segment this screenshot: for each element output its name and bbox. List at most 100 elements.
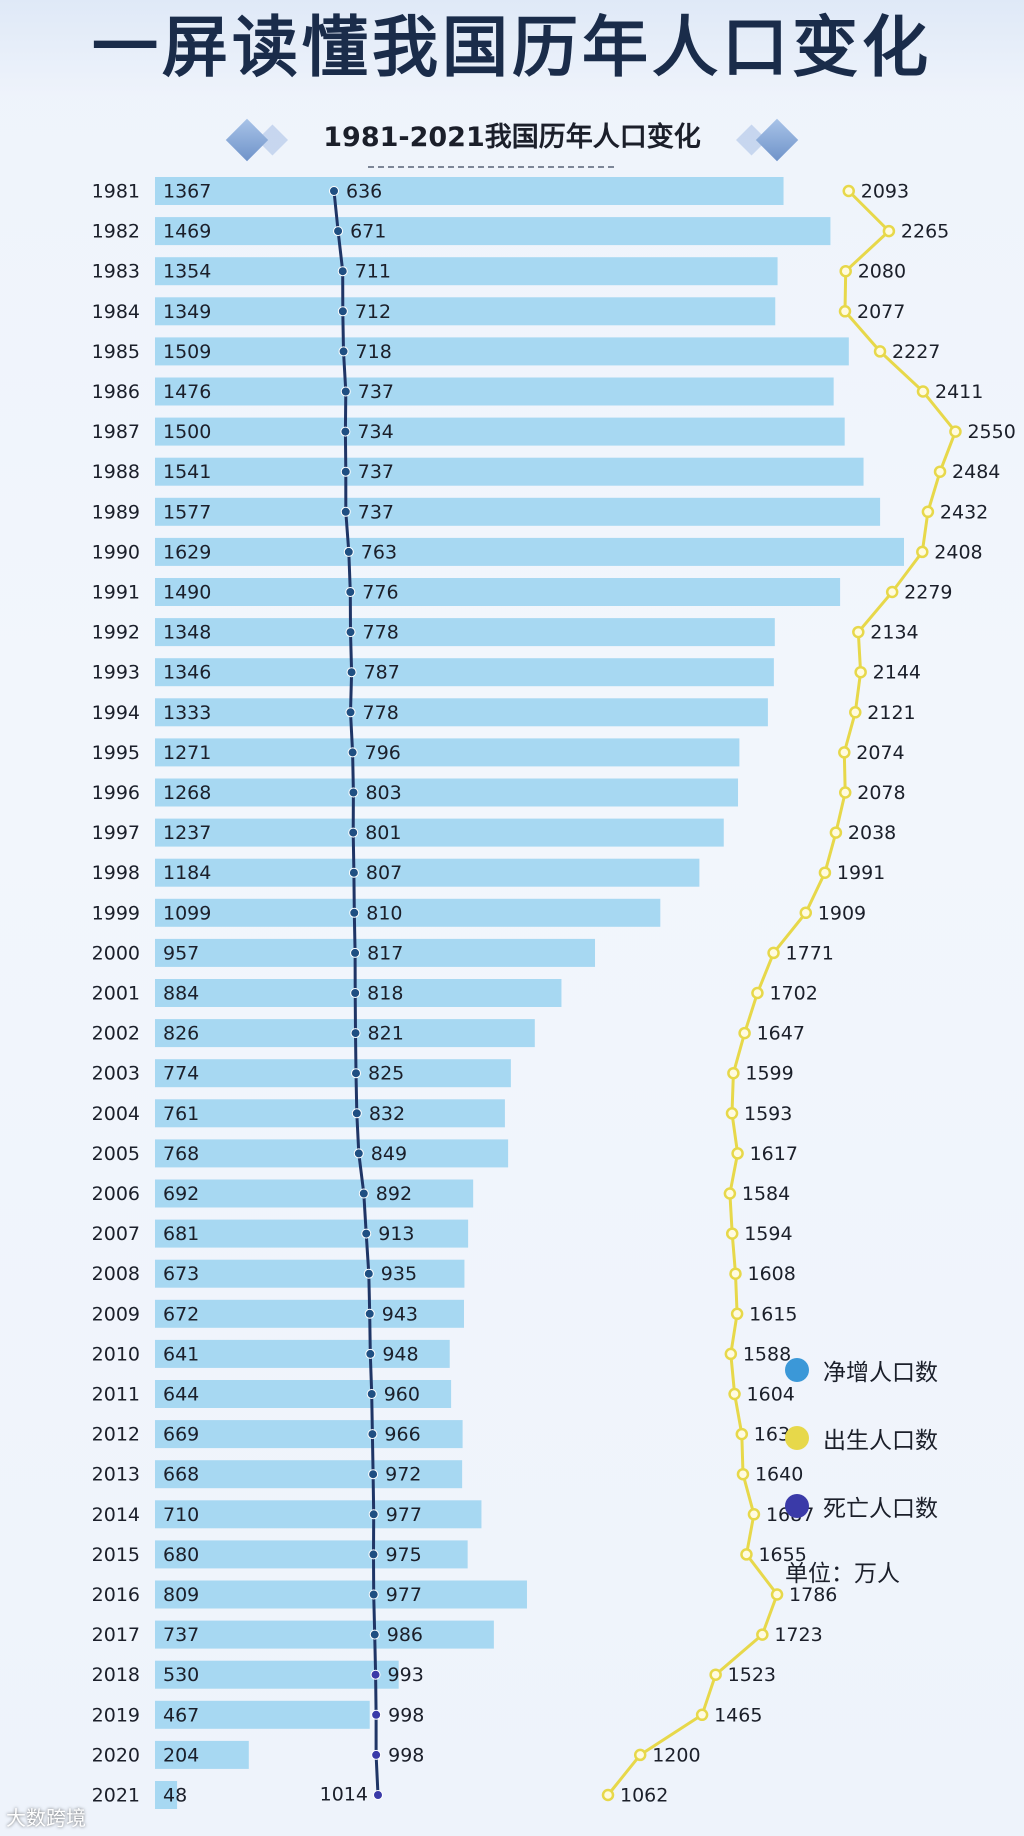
legend-item-death: 死亡人口数 [785, 1486, 1015, 1526]
death-value-label: 711 [355, 261, 391, 283]
birth-point [730, 1307, 744, 1321]
net-value-label: 641 [163, 1343, 199, 1365]
net-bar [155, 1219, 469, 1248]
death-point [340, 506, 351, 517]
net-value-label: 710 [163, 1504, 199, 1526]
net-value-label: 669 [163, 1424, 199, 1446]
net-bar [155, 1740, 249, 1769]
birth-value-label: 1599 [745, 1063, 793, 1085]
legend-net-label: 净增人口数 [823, 1360, 938, 1386]
birth-point [829, 826, 843, 839]
birth-point [738, 1026, 751, 1040]
year-label: 1987 [92, 421, 140, 443]
year-label: 2011 [92, 1384, 140, 1406]
year-label: 2020 [92, 1744, 140, 1766]
net-bar [155, 618, 775, 647]
birth-point [736, 1467, 750, 1481]
birth-point [873, 345, 887, 358]
net-bar [155, 1620, 494, 1649]
net-value-label: 768 [163, 1143, 199, 1165]
birth-point [751, 986, 764, 1000]
birth-point [921, 505, 935, 519]
birth-value-label: 1909 [818, 902, 866, 924]
year-label: 1993 [92, 662, 140, 684]
birth-point [933, 465, 947, 478]
title-band [0, 0, 1024, 95]
net-value-label: 530 [163, 1664, 199, 1686]
year-label: 2007 [92, 1223, 140, 1245]
year-label: 2014 [92, 1504, 140, 1526]
net-bar [155, 1420, 463, 1449]
year-label: 1989 [92, 501, 140, 523]
birth-point [725, 1227, 739, 1240]
year-label: 2021 [92, 1785, 140, 1807]
death-point [345, 627, 356, 638]
net-value-label: 692 [163, 1183, 199, 1205]
net-bar [155, 417, 845, 446]
death-point [340, 426, 351, 437]
year-label: 1985 [92, 341, 140, 363]
net-value-label: 1349 [163, 301, 211, 323]
net-value-label: 680 [163, 1544, 199, 1566]
net-value-label: 1476 [163, 381, 211, 403]
death-value-label: 803 [365, 782, 401, 804]
death-value-label: 776 [362, 582, 398, 604]
death-value-label: 817 [367, 942, 403, 964]
year-label: 2006 [92, 1183, 140, 1205]
legend-item-birth: 出生人口数 [785, 1418, 1015, 1458]
death-value-label: 801 [365, 822, 401, 844]
net-bar [155, 898, 661, 927]
birth-value-label: 1723 [774, 1624, 822, 1646]
birth-point [601, 1788, 615, 1802]
birth-value-label: 1702 [769, 983, 817, 1005]
death-value-label: 821 [368, 1023, 404, 1045]
net-value-label: 1577 [163, 501, 211, 523]
death-point [349, 907, 360, 918]
net-value-label: 809 [163, 1584, 199, 1606]
net-bar [155, 938, 596, 967]
birth-point [839, 264, 852, 278]
birth-point [838, 305, 852, 318]
net-value-label: 1271 [163, 742, 211, 764]
net-value-label: 673 [163, 1263, 199, 1285]
net-bar [155, 377, 834, 406]
net-bar [155, 1059, 511, 1088]
death-point [350, 988, 361, 998]
net-value-label: 467 [163, 1704, 199, 1726]
birth-value-label: 2093 [861, 181, 909, 203]
death-value-label: 998 [388, 1704, 424, 1726]
birth-point [818, 866, 832, 879]
birth-point [747, 1508, 761, 1521]
year-label: 1998 [92, 862, 140, 884]
death-point [350, 1028, 361, 1039]
birth-value-label: 1615 [749, 1303, 797, 1325]
net-bar [155, 457, 864, 486]
net-value-label: 1541 [163, 461, 211, 483]
death-point [340, 466, 351, 477]
death-value-label: 913 [378, 1223, 414, 1245]
net-value-label: 1348 [163, 622, 211, 644]
birth-value-label: 2077 [857, 301, 905, 323]
death-value-label: 986 [387, 1624, 423, 1646]
death-point [337, 306, 348, 317]
net-bar [155, 337, 849, 366]
birth-point [724, 1347, 738, 1361]
net-bar [155, 578, 841, 606]
net-value-label: 644 [163, 1384, 199, 1406]
net-bar [155, 1099, 505, 1128]
net-bar [155, 1259, 465, 1288]
net-bar [155, 1460, 463, 1489]
year-label: 1994 [92, 702, 140, 724]
birth-point [740, 1548, 753, 1561]
year-label: 1986 [92, 381, 140, 403]
net-value-label: 1469 [163, 221, 211, 243]
legend-birth-label: 出生人口数 [823, 1428, 938, 1454]
net-bar [155, 1019, 535, 1048]
death-point [348, 787, 359, 798]
legend-net-dot [785, 1358, 809, 1382]
death-point [368, 1509, 379, 1520]
birth-value-label: 2227 [892, 341, 940, 363]
net-value-label: 1268 [163, 782, 211, 804]
death-value-label: 737 [358, 501, 394, 523]
net-value-label: 48 [163, 1785, 187, 1807]
